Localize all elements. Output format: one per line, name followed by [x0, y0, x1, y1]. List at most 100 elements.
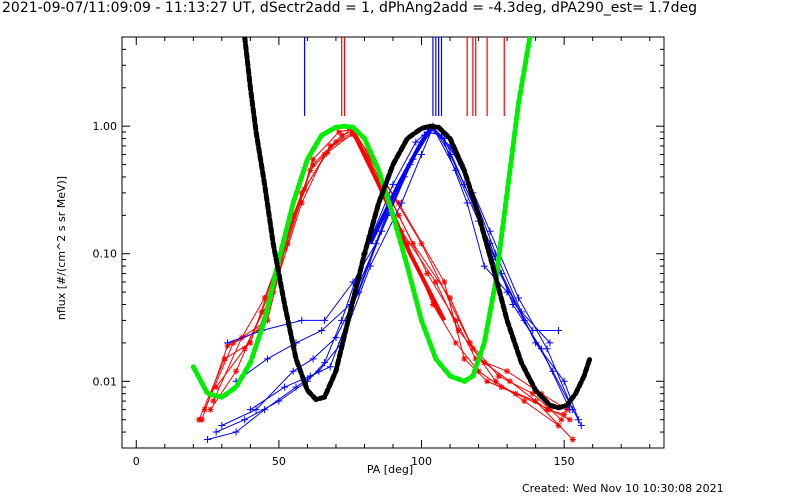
- red-data-point: [290, 212, 297, 219]
- blue-data-point: [246, 406, 254, 414]
- red-data-point: [432, 279, 439, 286]
- red-data-point: [472, 355, 479, 362]
- red-data-point: [335, 129, 342, 136]
- data-layer: [190, 37, 593, 443]
- red-data-point: [233, 368, 240, 375]
- blue-data-point: [560, 377, 568, 385]
- red-data-point: [310, 156, 317, 163]
- red-data-point: [213, 384, 220, 391]
- red-data-point: [504, 368, 511, 375]
- black-fit-curve: [242, 37, 593, 411]
- blue-data-point: [232, 428, 240, 436]
- red-data-point: [261, 294, 268, 301]
- blue-data-point: [412, 138, 420, 146]
- blue-data-point: [398, 199, 406, 207]
- red-data-point: [555, 422, 562, 429]
- blue-data-point: [292, 383, 300, 391]
- red-data-point: [498, 384, 505, 391]
- x-axis-label: PA [deg]: [366, 463, 414, 476]
- red-data-point: [461, 355, 468, 362]
- x-tick-label: 150: [554, 455, 575, 468]
- red-data-point: [201, 406, 208, 413]
- blue-series-line: [207, 126, 579, 440]
- red-data-point: [198, 416, 205, 423]
- blue-data-point: [321, 359, 329, 367]
- blue-data-point: [332, 334, 340, 342]
- red-data-point: [298, 199, 305, 206]
- red-data-point: [441, 279, 448, 286]
- blue-data-point: [574, 416, 582, 424]
- x-tick-label: 50: [272, 455, 286, 468]
- red-data-point: [418, 240, 425, 247]
- red-data-point: [324, 149, 331, 156]
- red-bundle-line: [351, 131, 447, 322]
- x-tick-label: 100: [411, 455, 432, 468]
- red-data-point: [210, 398, 217, 405]
- y-tick-label: 0.10: [93, 248, 118, 261]
- blue-data-point: [569, 406, 577, 414]
- y-tick-label: 0.01: [93, 375, 118, 388]
- blue-data-point: [529, 327, 537, 335]
- blue-data-point: [263, 355, 271, 363]
- red-data-point: [452, 339, 459, 346]
- red-data-point: [495, 373, 502, 380]
- red-data-point: [484, 378, 491, 385]
- red-data-point: [506, 378, 513, 385]
- red-data-point: [455, 327, 462, 334]
- red-data-point: [467, 339, 474, 346]
- blue-data-point: [463, 199, 471, 207]
- blue-data-point: [546, 339, 554, 347]
- red-data-point: [569, 436, 576, 443]
- red-data-point: [207, 406, 214, 413]
- blue-data-point: [515, 294, 523, 302]
- blue-data-point: [318, 327, 326, 335]
- blue-data-point: [480, 262, 488, 270]
- red-data-point: [492, 378, 499, 385]
- blue-data-point: [224, 339, 232, 347]
- red-data-point: [258, 308, 265, 315]
- red-data-point: [310, 161, 317, 168]
- red-data-point: [264, 317, 271, 324]
- red-data-point: [561, 411, 568, 418]
- green-fit-curve: [190, 37, 533, 400]
- chart-title: 2021-09-07/11:09:09 - 11:13:27 UT, dSect…: [2, 0, 697, 16]
- blue-data-point: [486, 227, 494, 235]
- y-tick-label: 1.00: [93, 120, 118, 133]
- blue-data-point: [289, 367, 297, 375]
- blue-series-line: [215, 125, 582, 433]
- red-data-point: [221, 355, 228, 362]
- blue-data-point: [306, 372, 314, 380]
- red-data-point: [481, 359, 488, 366]
- red-data-point: [452, 317, 459, 324]
- blue-data-point: [418, 150, 426, 158]
- red-data-point: [424, 270, 431, 277]
- blue-data-point: [218, 422, 226, 430]
- blue-data-point: [389, 180, 397, 188]
- blue-data-point: [212, 428, 220, 436]
- blue-data-point: [204, 435, 212, 443]
- red-data-point: [281, 245, 288, 252]
- blue-data-point: [577, 422, 585, 430]
- red-series-line: [204, 130, 559, 426]
- red-data-point: [529, 390, 536, 397]
- red-data-point: [247, 339, 254, 346]
- created-timestamp: Created: Wed Nov 10 10:30:08 2021: [522, 482, 724, 495]
- blue-data-point: [281, 383, 289, 391]
- red-data-point: [429, 301, 436, 308]
- blue-data-point: [298, 316, 306, 324]
- blue-data-point: [543, 345, 551, 353]
- x-tick-label: 0: [133, 455, 140, 468]
- red-data-point: [409, 240, 416, 247]
- red-data-point: [284, 240, 291, 247]
- red-data-point: [475, 368, 482, 375]
- red-data-point: [241, 345, 248, 352]
- red-data-point: [332, 139, 339, 146]
- blue-data-point: [309, 355, 317, 363]
- red-data-point: [566, 416, 573, 423]
- blue-bundle-line: [368, 125, 435, 245]
- blue-data-point: [321, 316, 329, 324]
- blue-data-point: [241, 416, 249, 424]
- blue-data-point: [554, 327, 562, 335]
